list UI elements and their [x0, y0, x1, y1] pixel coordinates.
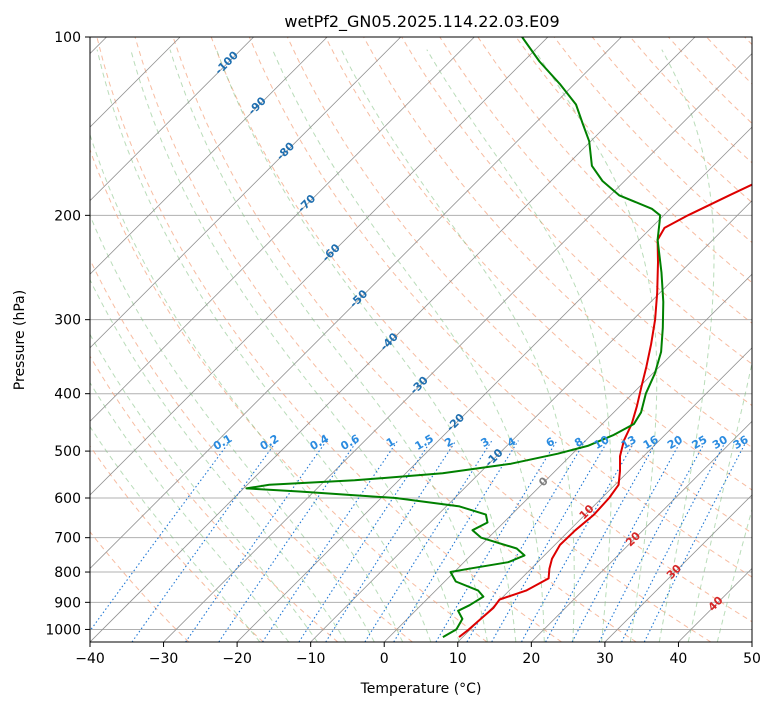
- x-tick-label: 50: [743, 651, 761, 667]
- moist-adiabat: [90, 278, 347, 642]
- moist-adiabat: [96, 49, 432, 642]
- x-tick-label: −30: [149, 651, 179, 667]
- isotherm-line: [383, 273, 752, 642]
- moist-adiabat: [340, 49, 575, 642]
- chart-title: wetPf2_GN05.2025.114.22.03.E09: [284, 12, 559, 32]
- x-tick-label: −40: [75, 651, 105, 667]
- mixing-ratio-line: [491, 440, 609, 642]
- dry-adiabat: [515, 37, 752, 284]
- x-tick-label: 30: [596, 651, 614, 667]
- mixing-ratio-line: [521, 440, 636, 642]
- isotherm-line: [236, 126, 752, 642]
- isotherm-line: [457, 347, 752, 642]
- dry-adiabat: [172, 37, 712, 642]
- mixing-ratio-line: [325, 440, 457, 642]
- isotherm-line: [163, 52, 752, 642]
- isotherm-line: [310, 200, 752, 642]
- y-tick-label: 800: [54, 565, 81, 581]
- mixing-ratio-line: [185, 440, 328, 642]
- plot-area: [90, 37, 752, 642]
- y-tick-label: 700: [54, 531, 81, 547]
- mixing-ratio-line: [435, 440, 558, 642]
- mixing-ratio-line: [364, 440, 493, 642]
- isotherm-line: [90, 37, 622, 570]
- x-axis-ticks: −40 −30 −20 −10 0 10 20 30 40 50: [75, 642, 761, 667]
- y-axis-label: Pressure (hPa): [12, 290, 28, 390]
- dry-adiabat: [96, 37, 562, 642]
- isotherms: [90, 37, 752, 642]
- moist-adiabat: [90, 133, 404, 642]
- mixing-ratio-line: [545, 440, 658, 642]
- x-tick-label: −10: [296, 651, 326, 667]
- isotherm-line: [90, 37, 328, 275]
- mixing-ratio-line: [393, 440, 519, 642]
- moist-adiabat: [658, 49, 715, 642]
- isotherm-line: [90, 37, 254, 202]
- dewpoint-profile: [245, 37, 665, 638]
- mixing-ratio-line: [262, 440, 399, 642]
- dry-adiabat: [90, 148, 488, 642]
- y-tick-label: 300: [54, 313, 81, 329]
- y-tick-label: 900: [54, 595, 81, 611]
- x-axis-label: Temperature (°C): [360, 681, 482, 697]
- x-tick-label: 40: [670, 651, 688, 667]
- dry-adiabat: [439, 37, 752, 365]
- moist-adiabat: [533, 49, 658, 642]
- mixing-ratio-line: [218, 440, 358, 642]
- x-tick-label: 10: [449, 651, 467, 667]
- moist-adiabat: [687, 360, 752, 642]
- moist-adiabat: [90, 425, 261, 642]
- isotherm-line: [90, 37, 696, 642]
- dry-adiabat: [90, 445, 264, 642]
- y-tick-label: 600: [54, 491, 81, 507]
- moist-adiabat: [169, 49, 488, 642]
- x-tick-label: 20: [522, 651, 540, 667]
- isotherm-line: [90, 37, 549, 496]
- isotherm-line: [90, 37, 402, 349]
- profile-series: [245, 37, 752, 638]
- dry-adiabat: [90, 355, 339, 642]
- plot-frame: [89, 36, 753, 643]
- y-tick-label: 200: [54, 208, 81, 224]
- dry-adiabat: [401, 37, 752, 407]
- mixing-ratio-line: [298, 440, 432, 642]
- y-tick-label: 1000: [45, 622, 81, 638]
- x-tick-label: −20: [222, 651, 252, 667]
- x-tick-label: 0: [380, 651, 389, 667]
- mixing-ratio-line: [131, 440, 278, 642]
- mixing-ratio-line: [643, 440, 748, 642]
- moist-adiabat: [90, 381, 290, 642]
- dry-adiabat: [210, 37, 752, 623]
- y-axis-ticks: 100 200 300 400 500 600 700 800 900 1000: [45, 30, 90, 638]
- dry-adiabats: [90, 37, 752, 642]
- y-tick-label: 100: [54, 30, 81, 46]
- y-tick-label: 400: [54, 387, 81, 403]
- mixing-ratio-line: [90, 440, 231, 632]
- moist-adiabat: [272, 49, 545, 642]
- dry-adiabat: [90, 531, 190, 642]
- moist-adiabats: [90, 49, 752, 642]
- isotherm-line: [90, 37, 475, 422]
- moist-adiabat: [90, 214, 375, 642]
- y-tick-label: 500: [54, 444, 81, 460]
- mixing-ratio-line: [571, 440, 682, 642]
- isotherm-line: [604, 494, 752, 642]
- dry-adiabat: [248, 37, 752, 578]
- isotherm-line: [531, 420, 752, 642]
- mixing-ratio-lines: [90, 440, 748, 642]
- temperature-profile: [458, 183, 752, 638]
- pressure-gridlines: [90, 37, 752, 630]
